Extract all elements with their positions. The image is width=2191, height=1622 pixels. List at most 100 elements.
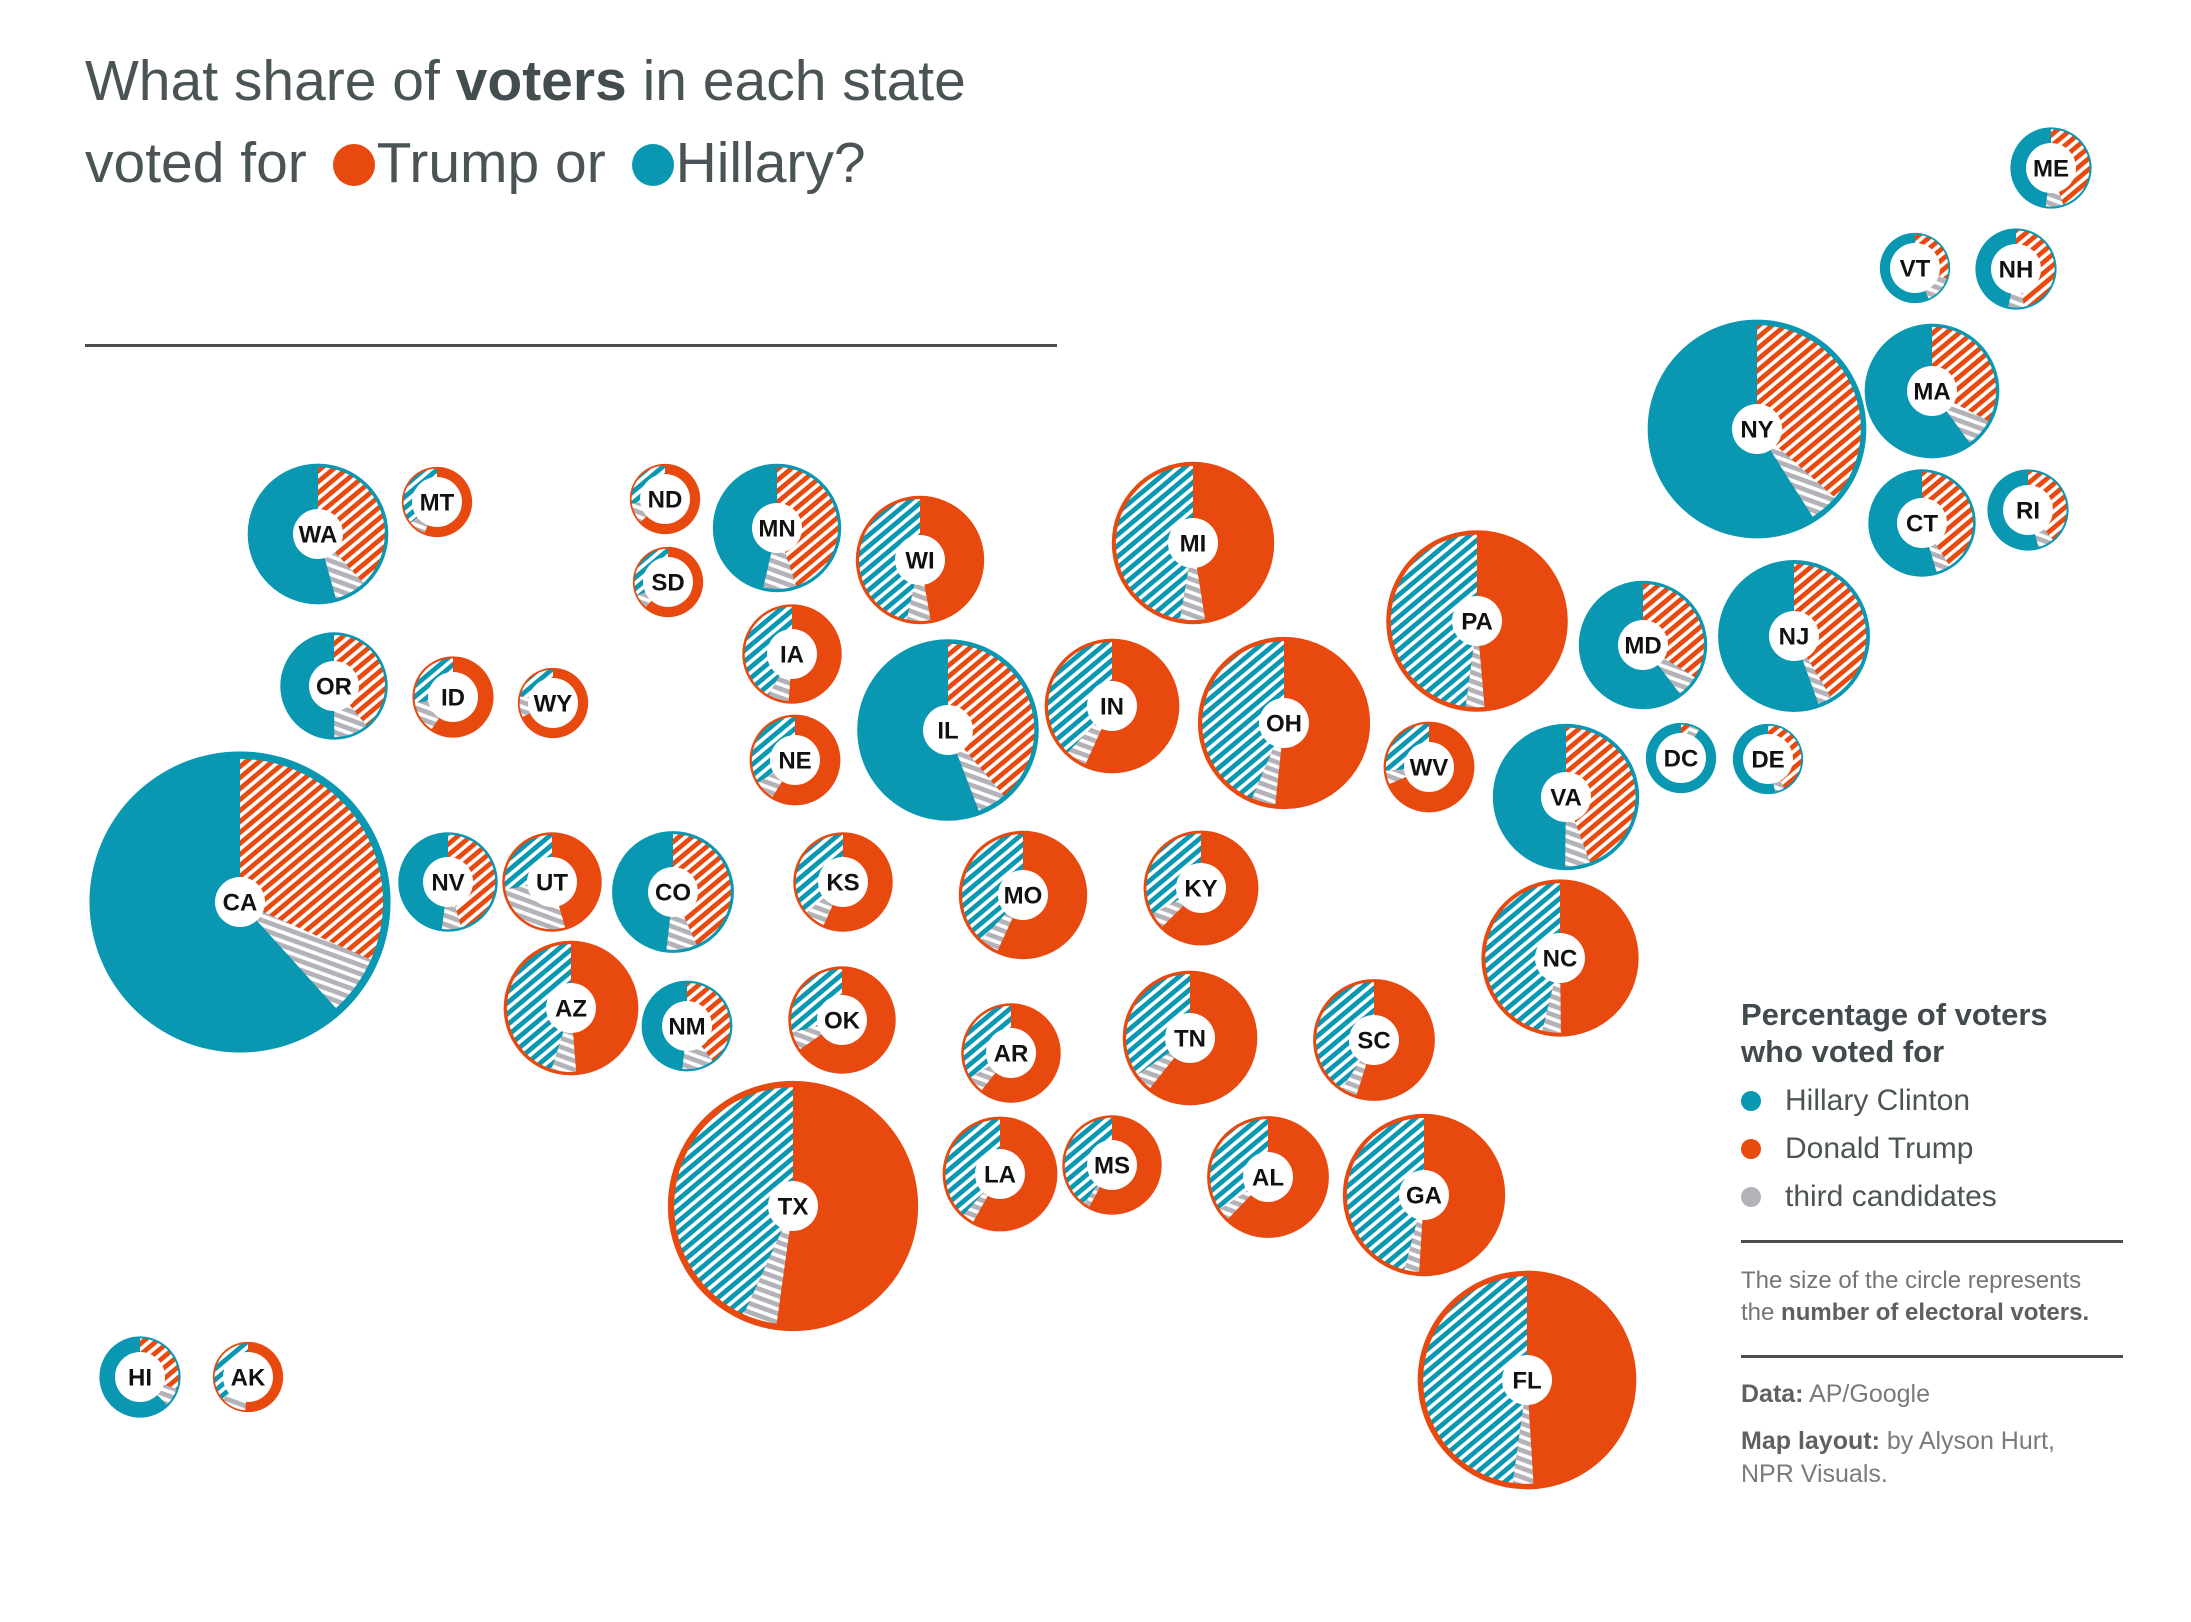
state-label-circle	[1349, 1015, 1399, 1065]
state-label-circle	[998, 870, 1048, 920]
state-pie-RI: RI	[1987, 469, 2069, 551]
state-label-circle	[662, 1001, 712, 1051]
state-label-circle	[767, 629, 817, 679]
state-pie-MI: MI	[1111, 461, 1275, 625]
state-label: MI	[1180, 531, 1207, 558]
state-label: GA	[1406, 1183, 1442, 1210]
state-label: MA	[1913, 379, 1950, 406]
state-label: TN	[1174, 1026, 1206, 1053]
state-label-circle	[752, 503, 802, 553]
state-label: NM	[668, 1014, 705, 1041]
state-label-circle	[895, 535, 945, 585]
third-dot-icon	[1741, 1187, 1761, 1207]
state-label: KS	[826, 870, 859, 897]
state-label-circle	[1656, 733, 1706, 783]
state-label-circle	[1452, 596, 1502, 646]
legend: Percentage of voters who voted for Hilla…	[1741, 996, 2141, 1491]
state-pie-VT: VT	[1879, 232, 1951, 304]
title-line1: What share of voters in each state	[85, 49, 966, 113]
state-label: AK	[231, 1365, 266, 1392]
state-pie-UT: UT	[502, 832, 602, 932]
state-pie-MS: MS	[1062, 1115, 1162, 1215]
legend-item-label: third candidates	[1785, 1180, 1997, 1213]
state-pie-DE: DE	[1732, 723, 1804, 795]
state-label: DC	[1664, 746, 1699, 773]
state-label-circle	[770, 735, 820, 785]
state-pie-SC: SC	[1313, 979, 1435, 1101]
state-pie-LA: LA	[942, 1116, 1058, 1232]
state-pie-WY: WY	[517, 667, 589, 739]
state-label-circle	[1502, 1355, 1552, 1405]
state-label-circle	[768, 1181, 818, 1231]
legend-heading: Percentage of voters who voted for	[1741, 997, 2048, 1069]
state-pie-WV: WV	[1383, 721, 1475, 813]
state-label: WV	[1410, 755, 1449, 782]
state-label-circle	[817, 995, 867, 1045]
state-pie-AK: AK	[212, 1341, 284, 1413]
state-pie-WA: WA	[247, 463, 389, 605]
state-label-circle	[546, 983, 596, 1033]
state-label: NV	[431, 870, 464, 897]
state-label-circle	[648, 867, 698, 917]
state-pie-MD: MD	[1578, 580, 1708, 710]
title-line2: voted for Trump or Hillary?	[85, 131, 866, 195]
state-label-circle	[1259, 698, 1309, 748]
legend-item-trump: Donald Trump	[1741, 1132, 2141, 1166]
page-title: What share of voters in each state voted…	[85, 40, 966, 204]
state-label: NC	[1543, 946, 1578, 973]
legend-item-third: third candidates	[1741, 1180, 2141, 1214]
state-label-circle	[643, 557, 693, 607]
state-label-circle	[309, 661, 359, 711]
state-label-circle	[423, 857, 473, 907]
state-label: SD	[651, 570, 684, 597]
state-label: DE	[1751, 747, 1784, 774]
layout-credit: Map layout: by Alyson Hurt, NPR Visuals.	[1741, 1427, 2055, 1488]
state-pie-AZ: AZ	[503, 940, 639, 1076]
state-label-circle	[1087, 1140, 1137, 1190]
state-pie-NY: NY	[1647, 319, 1867, 539]
state-label: IA	[780, 642, 804, 669]
state-label: MS	[1094, 1153, 1130, 1180]
state-label: ID	[441, 685, 465, 712]
state-pie-DC: DC	[1645, 722, 1717, 794]
state-pie-NH: NH	[1975, 228, 2057, 310]
state-label: AL	[1252, 1165, 1284, 1192]
state-label-circle	[975, 1149, 1025, 1199]
state-label: WI	[905, 548, 934, 575]
state-pie-HI: HI	[99, 1336, 181, 1418]
state-label-circle	[1618, 620, 1668, 670]
state-label: CT	[1906, 511, 1938, 538]
state-label: KY	[1184, 876, 1217, 903]
state-pie-MN: MN	[712, 463, 842, 593]
state-label: LA	[984, 1162, 1016, 1189]
state-label-circle	[215, 877, 265, 927]
state-label-circle	[640, 474, 690, 524]
state-pie-MO: MO	[958, 830, 1088, 960]
data-credit: Data: AP/Google	[1741, 1380, 1930, 1408]
state-label: IL	[937, 718, 958, 745]
state-label: PA	[1461, 609, 1493, 636]
state-pie-FL: FL	[1417, 1270, 1637, 1490]
state-label-circle	[2026, 143, 2076, 193]
state-pie-MT: MT	[401, 466, 473, 538]
state-label: MO	[1004, 883, 1043, 910]
legend-divider	[1741, 1240, 2123, 1243]
state-label-circle	[1897, 498, 1947, 548]
state-pie-AL: AL	[1207, 1116, 1329, 1238]
state-label: WY	[534, 691, 573, 718]
state-label-circle	[986, 1028, 1036, 1078]
state-label: VA	[1550, 785, 1582, 812]
state-label: NY	[1740, 417, 1773, 444]
state-pie-TN: TN	[1122, 970, 1258, 1106]
state-label-circle	[223, 1352, 273, 1402]
trump-dot-icon	[1741, 1139, 1761, 1159]
state-label: AZ	[555, 996, 587, 1023]
state-label-circle	[1087, 681, 1137, 731]
legend-item-label: Hillary Clinton	[1785, 1084, 1971, 1117]
state-pie-ME: ME	[2010, 127, 2092, 209]
state-pie-NC: NC	[1481, 879, 1639, 1037]
state-pie-OR: OR	[280, 632, 388, 740]
state-label: MD	[1624, 633, 1661, 660]
state-pie-NJ: NJ	[1718, 560, 1870, 712]
